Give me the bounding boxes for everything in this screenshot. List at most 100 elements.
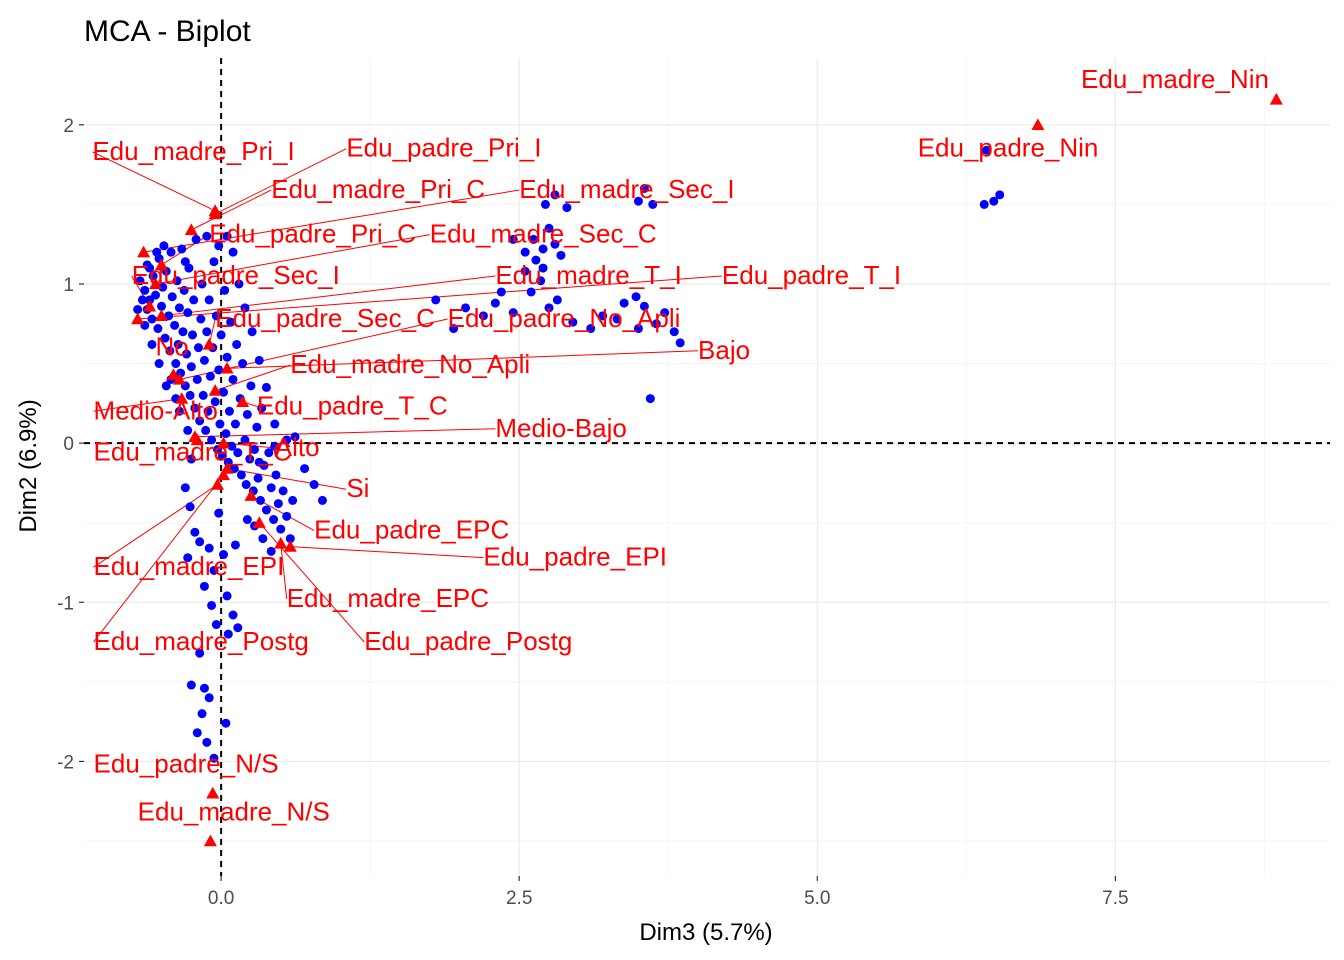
individual-point (982, 145, 992, 155)
individual-point (182, 349, 192, 359)
individual-point (273, 499, 283, 509)
category-marker (175, 392, 189, 404)
category-marker (244, 489, 258, 501)
leader-line (194, 428, 496, 438)
category-label: Alto (275, 432, 320, 462)
individual-point (568, 317, 578, 327)
individual-point (161, 381, 171, 391)
leader-line (161, 275, 496, 317)
category-label: Edu_padre_T_I (722, 260, 901, 290)
category-label: Edu_madre_Nin (1081, 64, 1269, 94)
individual-point (140, 285, 150, 295)
individual-point (586, 324, 596, 334)
individual-point (989, 196, 999, 206)
individual-point (270, 419, 280, 429)
y-axis-title: Dim2 (6.9%) (15, 399, 42, 532)
individual-point (211, 311, 221, 321)
category-label: Si (346, 473, 369, 503)
category-marker (220, 361, 234, 374)
leader-line (258, 522, 365, 643)
individual-point (199, 683, 209, 693)
individual-point (633, 196, 643, 206)
individual-point (508, 234, 518, 244)
category-label: Edu_padre_Pri_C (209, 219, 416, 249)
individual-point (160, 333, 170, 343)
category-labels: Edu_madre_Nin Edu_padre_Nin Edu_madre_Pri_… (92, 64, 1269, 826)
category-label: Edu_padre_No_Apli (448, 303, 681, 333)
individual-point (177, 244, 187, 254)
individual-point (247, 327, 257, 337)
individual-point (276, 524, 286, 534)
individual-point (198, 390, 208, 400)
individual-point (185, 390, 195, 400)
category-marker (236, 395, 250, 407)
individual-point (167, 292, 177, 302)
category-label: Edu_madre_T_I (495, 260, 681, 290)
individual-point (995, 190, 1005, 200)
individual-point (159, 241, 169, 251)
individual-point (207, 600, 217, 610)
individual-point (238, 359, 248, 369)
individual-point (431, 295, 441, 305)
individual-point (166, 247, 176, 257)
individual-point (142, 260, 152, 270)
leader-line (93, 474, 224, 643)
individual-point (214, 365, 224, 375)
individual-point (240, 303, 250, 313)
individual-point (242, 409, 252, 419)
individual-point (449, 324, 459, 334)
individual-point (189, 295, 199, 305)
category-label: Edu_padre_Sec_C (215, 303, 435, 333)
individual-point (170, 320, 180, 330)
individual-point (192, 728, 202, 738)
individual-point (214, 241, 224, 251)
individual-point (158, 282, 168, 292)
individual-point (309, 480, 319, 490)
individual-point (270, 441, 280, 451)
category-label: Edu_padre_Nin (918, 133, 1099, 163)
individual-point (639, 301, 649, 311)
individual-point (529, 234, 539, 244)
individual-point (171, 359, 181, 369)
individual-point (550, 239, 560, 249)
individual-point (197, 709, 207, 719)
individual-point (229, 464, 239, 474)
x-tick-label: 7.5 (1102, 888, 1128, 909)
individual-point (221, 429, 231, 439)
individual-point (536, 276, 546, 286)
individual-point (222, 231, 232, 241)
individual-point (496, 287, 506, 297)
axis-ticks: 0.0 2.5 5.0 7.5 -2 -1 0 1 2 (57, 116, 1128, 909)
individual-point (269, 515, 279, 525)
individual-point (215, 419, 225, 429)
individual-point (233, 448, 243, 458)
category-marker (143, 299, 157, 312)
category-marker (252, 516, 266, 528)
y-tick-label: 0 (63, 434, 74, 455)
individual-point (203, 406, 213, 416)
individual-point (188, 330, 198, 340)
individual-point (230, 540, 240, 550)
category-label: Edu_madre_EPI (94, 551, 285, 581)
individual-point (264, 448, 274, 458)
individual-point (254, 457, 264, 467)
category-label: Medio-Alto (94, 395, 218, 425)
category-label: Edu_padre_T_C (257, 390, 448, 420)
individual-point (633, 324, 643, 334)
x-axis-title: Dim3 (5.7%) (639, 919, 772, 946)
category-marker (206, 786, 220, 799)
category-label: Edu_padre_N/S (94, 749, 279, 779)
individual-point (266, 483, 276, 493)
leader-line (226, 468, 347, 490)
leader-line (93, 484, 218, 568)
individual-point (538, 263, 548, 273)
category-label: Edu_madre_No_Apli (290, 349, 530, 379)
individual-point (255, 495, 265, 505)
individual-point (209, 565, 219, 575)
individual-point (478, 311, 488, 321)
category-label: Edu_madre_T_C (94, 437, 292, 467)
reference-lines (84, 58, 1330, 876)
category-marker (155, 258, 169, 271)
individual-point (204, 693, 214, 703)
individual-point (135, 276, 145, 286)
